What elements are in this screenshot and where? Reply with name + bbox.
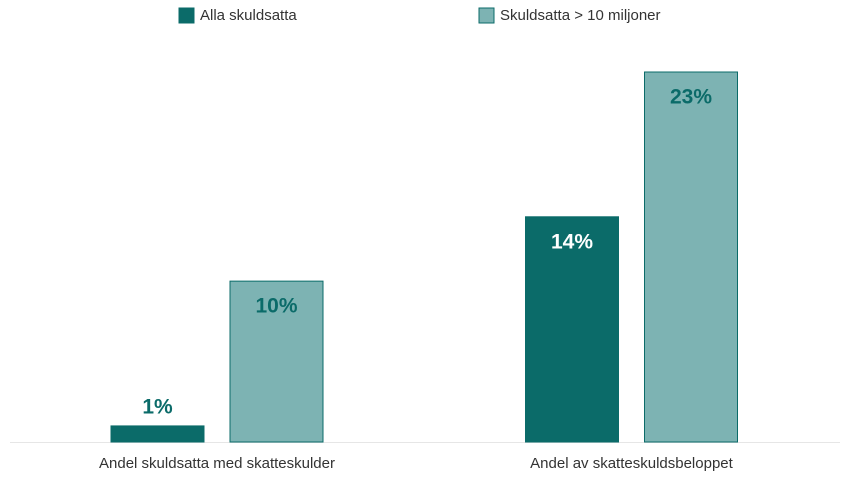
data-label: 1% xyxy=(142,395,173,418)
legend-label: Skuldsatta > 10 miljoner xyxy=(500,7,661,24)
legend-swatch xyxy=(478,7,495,24)
legend-label: Alla skuldsatta xyxy=(200,7,297,24)
data-label: 10% xyxy=(255,295,297,318)
x-tick-label: Andel av skatteskuldsbeloppet xyxy=(530,455,733,472)
bar xyxy=(229,280,324,443)
bar xyxy=(525,216,619,443)
data-label: 23% xyxy=(670,86,712,109)
data-label: 14% xyxy=(551,230,593,253)
bar xyxy=(110,425,205,443)
legend-swatch xyxy=(178,7,195,24)
bar xyxy=(644,71,738,443)
x-tick-label: Andel skuldsatta med skatteskulder xyxy=(99,455,335,472)
